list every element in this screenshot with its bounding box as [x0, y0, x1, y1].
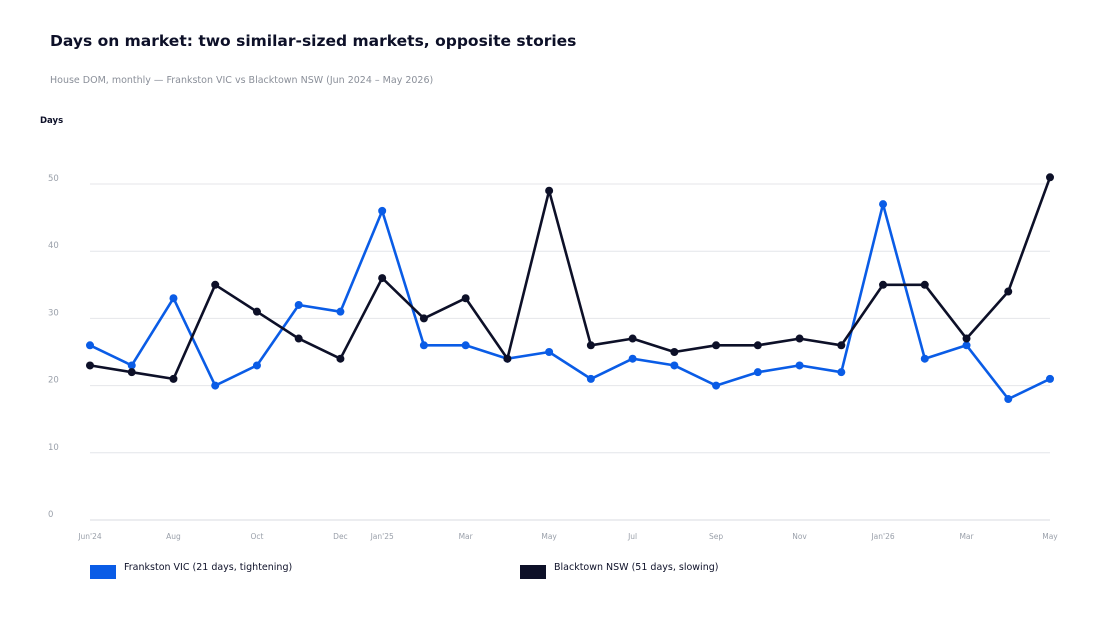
data-point	[378, 206, 387, 215]
data-point	[1004, 287, 1013, 296]
data-point	[670, 348, 679, 356]
series-line	[88, 176, 1052, 381]
data-point	[712, 341, 721, 350]
data-point	[962, 334, 971, 343]
data-point	[962, 341, 971, 350]
y-tick-label: 20	[48, 376, 59, 386]
data-point	[586, 374, 595, 383]
data-point	[169, 374, 178, 383]
y-tick-label: 10	[48, 443, 59, 453]
data-point	[879, 200, 888, 209]
data-point	[294, 334, 303, 343]
series-blacktown	[86, 173, 1054, 383]
data-point	[628, 354, 637, 363]
data-point	[795, 361, 804, 370]
data-point	[127, 361, 136, 370]
grid-lines	[90, 183, 1050, 521]
y-axis-label: Days	[40, 116, 64, 126]
y-tick-label: 0	[48, 510, 53, 520]
data-point	[419, 341, 428, 350]
data-point	[920, 280, 929, 289]
y-tick-label: 30	[48, 308, 59, 318]
data-point	[211, 381, 220, 390]
data-point	[336, 307, 345, 316]
data-point	[1046, 173, 1054, 182]
data-point	[86, 341, 94, 350]
data-point	[586, 341, 595, 350]
x-tick-label: Oct	[250, 532, 263, 541]
data-point	[1046, 374, 1054, 383]
data-point	[712, 381, 721, 390]
data-point	[837, 341, 846, 350]
data-point	[920, 354, 929, 363]
series-group	[86, 173, 1054, 404]
x-tick-label: Nov	[792, 532, 807, 541]
legend-label-frankston: Frankston VIC (21 days, tightening)	[124, 562, 293, 573]
data-point	[211, 280, 220, 289]
data-point	[1004, 395, 1013, 404]
data-point	[336, 354, 345, 363]
data-point	[252, 307, 261, 316]
x-tick-label: Jun'24	[77, 532, 102, 541]
data-point	[294, 300, 303, 309]
x-axis-ticks: Jun'24 Aug Oct Dec Jan'25 Mar May Jul Sep Nov Jan'…	[77, 532, 1058, 541]
data-point	[837, 368, 846, 377]
data-point	[252, 361, 261, 370]
data-point	[753, 341, 762, 350]
data-point	[127, 368, 136, 377]
data-point	[753, 368, 762, 377]
y-tick-label: 50	[48, 174, 59, 184]
data-point	[545, 348, 554, 356]
x-tick-label: May	[541, 532, 557, 541]
x-tick-label: Mar	[459, 532, 474, 541]
x-tick-label: May	[1042, 532, 1058, 541]
y-tick-label: 40	[48, 241, 59, 251]
data-point	[86, 361, 94, 370]
x-tick-label: Dec	[333, 532, 348, 541]
series-frankston	[86, 200, 1054, 404]
legend-label-blacktown: Blacktown NSW (51 days, slowing)	[554, 562, 719, 573]
legend-swatch-blacktown	[520, 565, 546, 579]
data-point	[628, 334, 637, 343]
x-tick-label: Jan'25	[370, 532, 394, 541]
y-axis-ticks: 0 10 20 30 40 50	[48, 174, 59, 520]
data-point	[795, 334, 804, 343]
data-point	[461, 294, 470, 303]
x-tick-label: Jan'26	[870, 532, 894, 541]
data-point	[670, 361, 679, 370]
x-tick-label: Jul	[627, 532, 637, 541]
x-tick-label: Aug	[166, 532, 181, 541]
chart-title: Days on market: two similar-sized market…	[50, 32, 577, 50]
chart-subtitle: House DOM, monthly — Frankston VIC vs Bl…	[50, 75, 434, 86]
data-point	[169, 294, 178, 303]
series-line	[88, 202, 1052, 401]
data-point	[879, 280, 888, 289]
data-point	[419, 314, 428, 323]
x-tick-label: Mar	[959, 532, 974, 541]
x-tick-label: Sep	[709, 532, 723, 541]
data-point	[545, 186, 554, 195]
data-point	[503, 354, 512, 363]
data-point	[461, 341, 470, 350]
data-point	[378, 274, 387, 283]
legend-swatch-frankston	[90, 565, 116, 579]
